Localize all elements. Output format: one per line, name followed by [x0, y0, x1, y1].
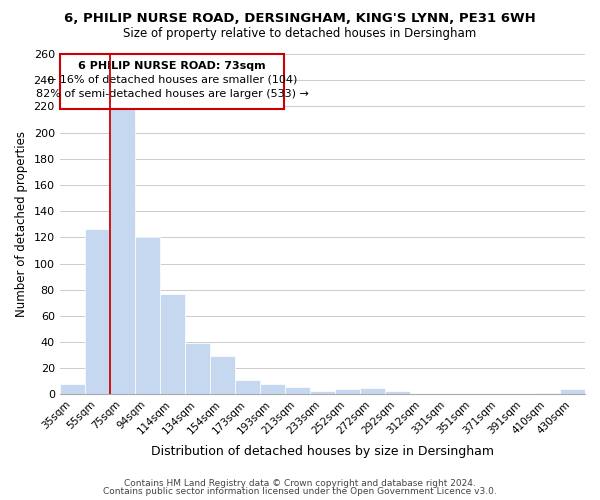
Bar — [185, 344, 210, 394]
Bar — [560, 389, 585, 394]
Text: ← 16% of detached houses are smaller (104): ← 16% of detached houses are smaller (10… — [47, 75, 298, 85]
Bar — [160, 294, 185, 394]
Text: 82% of semi-detached houses are larger (533) →: 82% of semi-detached houses are larger (… — [36, 90, 308, 100]
Bar — [285, 386, 310, 394]
Y-axis label: Number of detached properties: Number of detached properties — [15, 131, 28, 317]
Text: Size of property relative to detached houses in Dersingham: Size of property relative to detached ho… — [124, 28, 476, 40]
Text: Contains public sector information licensed under the Open Government Licence v3: Contains public sector information licen… — [103, 487, 497, 496]
Text: 6, PHILIP NURSE ROAD, DERSINGHAM, KING'S LYNN, PE31 6WH: 6, PHILIP NURSE ROAD, DERSINGHAM, KING'S… — [64, 12, 536, 26]
Text: 6 PHILIP NURSE ROAD: 73sqm: 6 PHILIP NURSE ROAD: 73sqm — [79, 60, 266, 70]
Bar — [335, 389, 360, 394]
Bar — [535, 393, 560, 394]
Bar — [210, 356, 235, 395]
Bar — [360, 388, 385, 394]
Bar — [110, 108, 135, 395]
FancyBboxPatch shape — [60, 54, 284, 109]
Bar — [85, 230, 110, 394]
Bar — [135, 238, 160, 394]
Bar — [235, 380, 260, 394]
Bar — [385, 390, 410, 394]
X-axis label: Distribution of detached houses by size in Dersingham: Distribution of detached houses by size … — [151, 444, 494, 458]
Bar — [260, 384, 285, 394]
Bar — [59, 384, 85, 394]
Bar — [310, 390, 335, 394]
Text: Contains HM Land Registry data © Crown copyright and database right 2024.: Contains HM Land Registry data © Crown c… — [124, 478, 476, 488]
